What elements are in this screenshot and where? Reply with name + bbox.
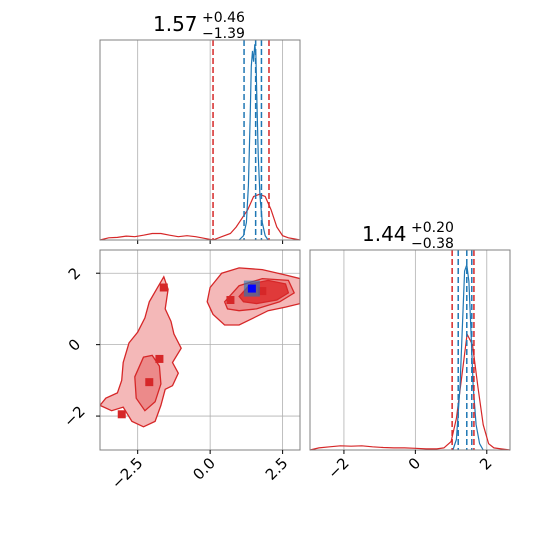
marginal-panel-top: 1.57 +0.46 −1.39: [99, 10, 301, 244]
right-xtick-label: 2: [476, 454, 495, 473]
red-marker: [155, 354, 164, 363]
blue-marker: [247, 284, 256, 293]
right-series-red: [309, 332, 511, 451]
title-top-lower: −1.39: [202, 26, 245, 42]
red-marker: [258, 287, 267, 296]
red-marker: [226, 296, 235, 304]
joint-xtick-label: −2.5: [108, 454, 146, 492]
title-right-value: 1.44: [362, 222, 407, 246]
title-top-value: 1.57: [153, 12, 198, 36]
right-xtick-label: 0: [405, 454, 424, 473]
title-right-lower: −0.38: [411, 236, 454, 252]
contour-outer-left: [100, 275, 182, 428]
joint-ytick-label: 2: [65, 264, 84, 283]
red-marker: [145, 378, 154, 387]
joint-ytick-label: 0: [65, 335, 84, 354]
right-xtick-label: −2: [324, 454, 352, 482]
red-marker: [159, 283, 168, 292]
joint-panel: −2.5 0.0 2.5 −2 0 2: [60, 249, 301, 493]
top-series-red: [99, 193, 301, 241]
panel-frame-right: [309, 249, 511, 451]
marginal-panel-right: −2 0 2 1.44 +0.20 −0.38: [309, 220, 511, 482]
red-marker: [117, 410, 126, 419]
title-right-upper: +0.20: [411, 220, 454, 236]
top-series-blue: [238, 44, 269, 241]
joint-contour-layer: [100, 267, 300, 428]
joint-xtick-label: 0.0: [189, 454, 219, 484]
title-top-upper: +0.46: [202, 10, 245, 26]
panel-frame-joint: [99, 249, 301, 451]
right-series-blue: [452, 264, 484, 451]
joint-ytick-label: −2: [60, 402, 88, 430]
joint-xtick-label: 2.5: [262, 454, 292, 484]
panel-frame-top: [99, 39, 301, 241]
